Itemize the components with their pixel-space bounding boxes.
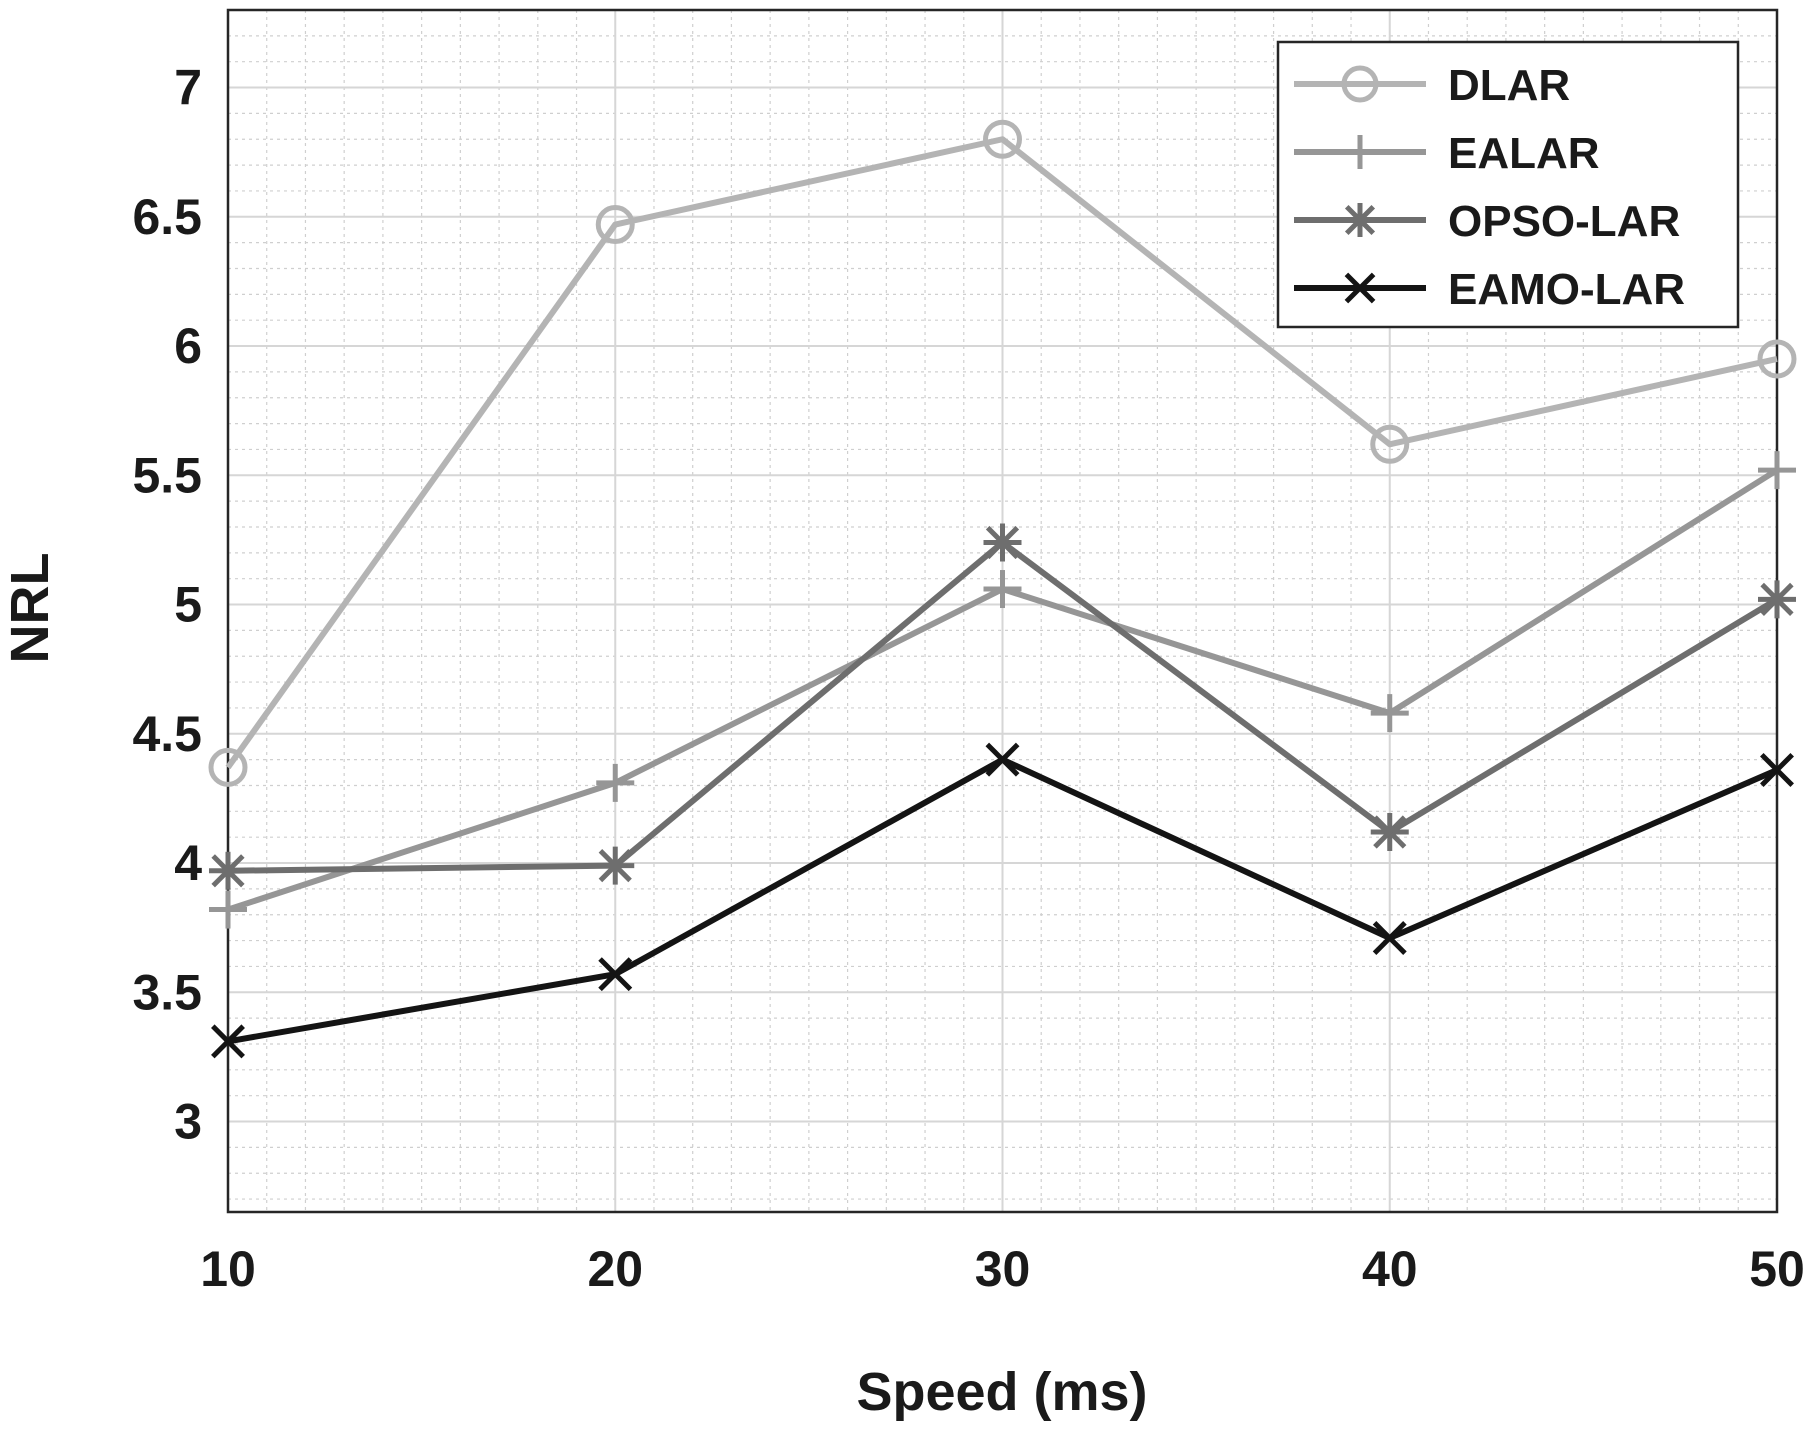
data-point-opso-lar (209, 851, 247, 890)
marker-asterisk (1370, 813, 1409, 852)
y-tick-label: 7 (174, 60, 202, 116)
x-tick-label: 30 (975, 1241, 1031, 1297)
legend[interactable]: DLAR EALAR OPSO-LAR EAMO-LAR (1276, 40, 1740, 329)
data-point-dlar (595, 205, 635, 245)
marker-stroke (1760, 753, 1794, 787)
series-eamo-lar (211, 742, 1794, 1059)
marker-stroke (1373, 815, 1407, 849)
x-axis-title: Speed (ms) (856, 1362, 1147, 1422)
marker-stroke (598, 957, 633, 992)
y-tick-label: 4 (174, 835, 202, 891)
marker-stroke (1344, 272, 1376, 304)
data-point-ealar (983, 570, 1022, 609)
marker-x (1372, 921, 1407, 955)
data-point-dlar (208, 747, 248, 787)
x-tick-labels: 10 20 30 40 50 (200, 1241, 1805, 1297)
legend-label: EAMO-LAR (1448, 265, 1685, 314)
marker-x (1760, 753, 1794, 787)
legend-item-opso-lar[interactable]: OPSO-LAR (1294, 197, 1680, 246)
data-point-dlar (983, 119, 1022, 159)
y-tick-label: 3 (174, 1094, 202, 1150)
legend-item-ealar[interactable]: EALAR (1294, 129, 1600, 178)
y-axis-title: NRL (0, 553, 60, 664)
data-point-eamo-lar (598, 957, 633, 992)
legend-label: OPSO-LAR (1448, 197, 1680, 246)
marker-stroke (598, 849, 632, 883)
legend-label: DLAR (1448, 61, 1570, 110)
data-point-ealar (1758, 451, 1796, 490)
marker-plus (1343, 135, 1377, 169)
marker-plus (209, 890, 247, 929)
x-tick-label: 20 (587, 1241, 643, 1297)
data-point-opso-lar (1758, 580, 1796, 619)
data-point-opso-lar (983, 523, 1022, 562)
marker-plus (1370, 694, 1409, 733)
series-dlar (208, 119, 1797, 787)
legend-marker-dlar (1341, 65, 1379, 103)
marker-stroke (1760, 582, 1794, 616)
x-tick-label: 40 (1362, 1241, 1418, 1297)
y-tick-label: 6 (174, 318, 202, 374)
marker-circle (595, 205, 635, 245)
marker-asterisk (209, 851, 247, 890)
marker-x (598, 957, 633, 992)
data-point-eamo-lar (985, 742, 1020, 777)
data-point-eamo-lar (1760, 753, 1794, 787)
data-point-eamo-lar (1372, 921, 1407, 955)
marker-x (211, 1024, 245, 1059)
marker-plus (1758, 451, 1796, 490)
y-tick-label: 5 (174, 577, 202, 633)
marker-x (985, 742, 1020, 777)
data-point-dlar (1757, 339, 1797, 379)
legend-marker-ealar (1343, 135, 1377, 169)
series-opso-lar (209, 523, 1796, 890)
data-point-ealar (209, 890, 247, 929)
legend-label: EALAR (1448, 129, 1600, 178)
marker-stroke (1344, 204, 1376, 236)
marker-asterisk (983, 523, 1022, 562)
marker-x (1344, 272, 1376, 304)
data-point-opso-lar (1370, 813, 1409, 852)
marker-asterisk (1343, 203, 1377, 237)
data-point-dlar (1370, 424, 1410, 464)
series-line-dlar (225, 136, 1778, 770)
marker-stroke (985, 742, 1020, 777)
series-layer (208, 119, 1797, 1059)
marker-plus (983, 570, 1022, 609)
y-tick-label: 6.5 (132, 189, 202, 245)
data-point-ealar (596, 763, 635, 802)
marker-stroke (1372, 921, 1407, 955)
marker-circle (1757, 339, 1797, 379)
legend-marker-opso-lar (1343, 203, 1377, 237)
x-tick-label: 50 (1749, 1241, 1805, 1297)
marker-circle (208, 747, 248, 787)
marker-stroke (985, 525, 1020, 560)
x-tick-label: 10 (200, 1241, 256, 1297)
marker-stroke (211, 1024, 245, 1059)
legend-marker-eamo-lar (1344, 272, 1376, 304)
data-point-opso-lar (596, 846, 635, 885)
y-tick-labels: 3 3.5 4 4.5 5 5.5 6 6.5 7 (132, 60, 202, 1150)
data-point-eamo-lar (211, 1024, 245, 1059)
y-tick-label: 5.5 (132, 447, 202, 503)
marker-asterisk (1758, 580, 1796, 619)
marker-asterisk (596, 846, 635, 885)
y-tick-label: 4.5 (132, 706, 202, 762)
y-tick-label: 3.5 (132, 964, 202, 1020)
marker-circle (983, 119, 1022, 159)
legend-item-eamo-lar[interactable]: EAMO-LAR (1294, 265, 1685, 314)
major-grid (227, 10, 1778, 1212)
marker-stroke (211, 854, 245, 888)
series-ealar (209, 451, 1796, 929)
marker-plus (596, 763, 635, 802)
marker-circle (1341, 65, 1379, 103)
data-point-ealar (1370, 694, 1409, 733)
marker-circle (1370, 424, 1410, 464)
legend-item-dlar[interactable]: DLAR (1294, 61, 1570, 110)
